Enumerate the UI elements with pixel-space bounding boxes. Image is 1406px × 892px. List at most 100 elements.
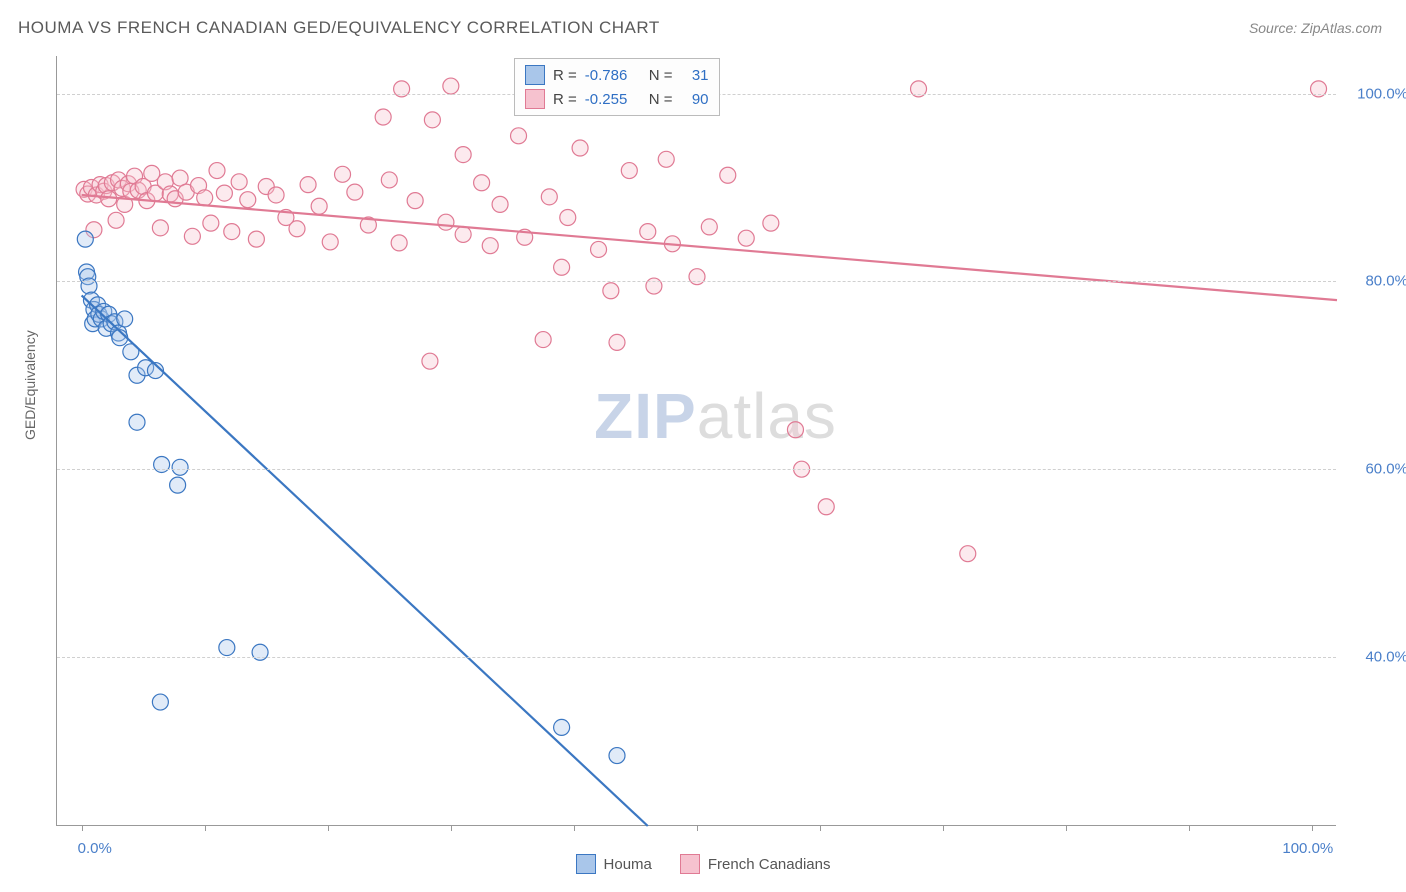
x-tick xyxy=(697,825,698,831)
scatter-point xyxy=(720,167,736,183)
legend-r-value: -0.255 xyxy=(585,91,641,108)
legend-swatch xyxy=(680,854,700,874)
scatter-point xyxy=(621,163,637,179)
scatter-point xyxy=(438,214,454,230)
gridline-h xyxy=(57,469,1336,470)
scatter-point xyxy=(818,499,834,515)
scatter-point xyxy=(609,748,625,764)
trend-line xyxy=(82,195,1337,300)
scatter-point xyxy=(203,215,219,231)
series-legend-label: Houma xyxy=(604,856,652,873)
scatter-point xyxy=(231,174,247,190)
x-tick xyxy=(1066,825,1067,831)
scatter-point xyxy=(572,140,588,156)
scatter-point xyxy=(787,422,803,438)
y-tick-label: 100.0% xyxy=(1348,85,1406,102)
scatter-point xyxy=(738,230,754,246)
scatter-point xyxy=(443,78,459,94)
scatter-point xyxy=(511,128,527,144)
scatter-point xyxy=(422,353,438,369)
source-attribution: Source: ZipAtlas.com xyxy=(1249,20,1382,36)
chart-svg xyxy=(57,56,1336,825)
legend-r-label: R = xyxy=(553,91,577,108)
scatter-point xyxy=(391,235,407,251)
y-tick-label: 80.0% xyxy=(1348,273,1406,290)
scatter-point xyxy=(240,192,256,208)
scatter-point xyxy=(407,193,423,209)
legend-n-label: N = xyxy=(649,67,673,84)
scatter-point xyxy=(554,719,570,735)
scatter-point xyxy=(216,185,232,201)
scatter-point xyxy=(322,234,338,250)
legend-swatch xyxy=(576,854,596,874)
scatter-point xyxy=(591,241,607,257)
scatter-point xyxy=(482,238,498,254)
x-tick xyxy=(205,825,206,831)
legend-swatch xyxy=(525,89,545,109)
legend-swatch xyxy=(525,65,545,85)
scatter-point xyxy=(311,198,327,214)
scatter-point xyxy=(268,187,284,203)
scatter-point xyxy=(347,184,363,200)
scatter-point xyxy=(658,151,674,167)
scatter-point xyxy=(701,219,717,235)
scatter-point xyxy=(609,334,625,350)
x-tick xyxy=(328,825,329,831)
scatter-point xyxy=(474,175,490,191)
scatter-point xyxy=(492,196,508,212)
scatter-point xyxy=(172,459,188,475)
x-tick xyxy=(820,825,821,831)
correlation-legend: R = -0.786 N = 31 R = -0.255 N = 90 xyxy=(514,58,720,116)
scatter-point xyxy=(335,166,351,182)
series-legend-item: French Canadians xyxy=(680,854,831,874)
y-tick-label: 60.0% xyxy=(1348,461,1406,478)
chart-plot-area: ZIPatlas 40.0%60.0%80.0%100.0%0.0%100.0% xyxy=(56,56,1336,826)
legend-r-label: R = xyxy=(553,67,577,84)
scatter-point xyxy=(455,226,471,242)
scatter-point xyxy=(152,694,168,710)
scatter-point xyxy=(77,231,93,247)
legend-r-value: -0.786 xyxy=(585,67,641,84)
legend-n-label: N = xyxy=(649,91,673,108)
series-legend-label: French Canadians xyxy=(708,856,831,873)
scatter-point xyxy=(424,112,440,128)
scatter-point xyxy=(108,212,124,228)
scatter-point xyxy=(219,640,235,656)
scatter-point xyxy=(129,414,145,430)
x-tick xyxy=(1312,825,1313,831)
scatter-point xyxy=(640,224,656,240)
y-tick-label: 40.0% xyxy=(1348,648,1406,665)
x-tick xyxy=(943,825,944,831)
scatter-point xyxy=(763,215,779,231)
scatter-point xyxy=(603,283,619,299)
series-legend-item: Houma xyxy=(576,854,652,874)
scatter-point xyxy=(224,224,240,240)
scatter-point xyxy=(197,190,213,206)
legend-row: R = -0.786 N = 31 xyxy=(525,63,709,87)
scatter-point xyxy=(381,172,397,188)
scatter-point xyxy=(375,109,391,125)
scatter-point xyxy=(117,311,133,327)
gridline-h xyxy=(57,281,1336,282)
scatter-point xyxy=(152,220,168,236)
x-tick xyxy=(574,825,575,831)
scatter-point xyxy=(170,477,186,493)
scatter-point xyxy=(209,163,225,179)
x-tick xyxy=(1189,825,1190,831)
scatter-point xyxy=(300,177,316,193)
scatter-point xyxy=(560,210,576,226)
scatter-point xyxy=(541,189,557,205)
gridline-h xyxy=(57,657,1336,658)
scatter-point xyxy=(184,228,200,244)
scatter-point xyxy=(455,147,471,163)
x-tick xyxy=(82,825,83,831)
trend-line xyxy=(82,295,648,826)
legend-row: R = -0.255 N = 90 xyxy=(525,87,709,111)
scatter-point xyxy=(554,259,570,275)
scatter-point xyxy=(960,546,976,562)
scatter-point xyxy=(289,221,305,237)
legend-n-value: 90 xyxy=(681,91,709,108)
x-tick xyxy=(451,825,452,831)
scatter-point xyxy=(535,332,551,348)
legend-n-value: 31 xyxy=(681,67,709,84)
